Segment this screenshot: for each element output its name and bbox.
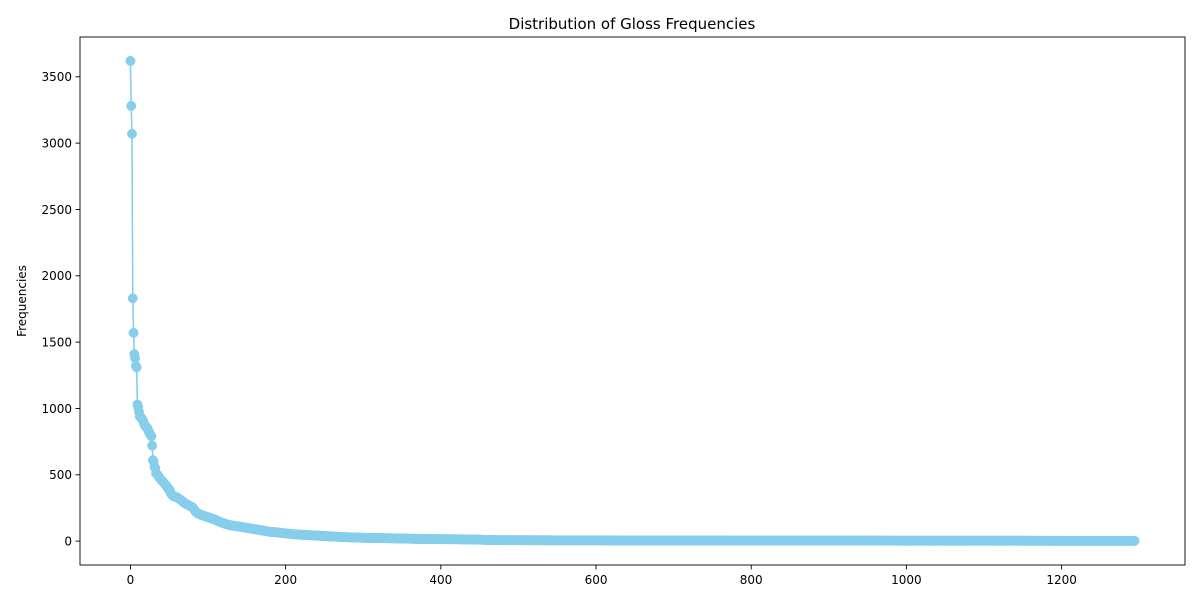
y-tick-label: 0 <box>64 534 72 548</box>
y-tick-label: 2000 <box>41 269 72 283</box>
x-tick-label: 400 <box>429 573 452 587</box>
x-tick-label: 1000 <box>891 573 922 587</box>
x-tick-label: 200 <box>274 573 297 587</box>
y-axis-label: Frequencies <box>15 265 29 337</box>
plot-area <box>125 55 1140 546</box>
data-point <box>147 440 158 451</box>
data-point <box>1129 535 1140 546</box>
y-tick-label: 500 <box>49 468 72 482</box>
data-point <box>146 431 157 442</box>
x-tick-label: 800 <box>740 573 763 587</box>
data-point <box>131 362 142 373</box>
data-point <box>127 293 138 304</box>
data-point <box>126 101 137 111</box>
data-point <box>127 128 137 139</box>
chart-title: Distribution of Gloss Frequencies <box>509 15 756 33</box>
series-group <box>125 55 1140 546</box>
x-tick-label: 0 <box>127 573 135 587</box>
y-tick-label: 3500 <box>41 70 72 84</box>
data-point <box>128 327 139 338</box>
series-line <box>129 60 1135 542</box>
data-point <box>125 55 136 66</box>
y-tick-label: 1000 <box>41 402 72 416</box>
x-tick-label: 1200 <box>1046 573 1077 587</box>
axes-frame <box>79 36 1186 566</box>
x-tick-label: 600 <box>585 573 608 587</box>
y-tick-label: 2500 <box>41 203 72 217</box>
axes: 0 200 400 600 800 1000 1200 0 500 1000 1500 2000 250… <box>41 36 1186 587</box>
y-tick-label: 1500 <box>41 335 72 349</box>
y-tick-label: 3000 <box>41 136 72 150</box>
